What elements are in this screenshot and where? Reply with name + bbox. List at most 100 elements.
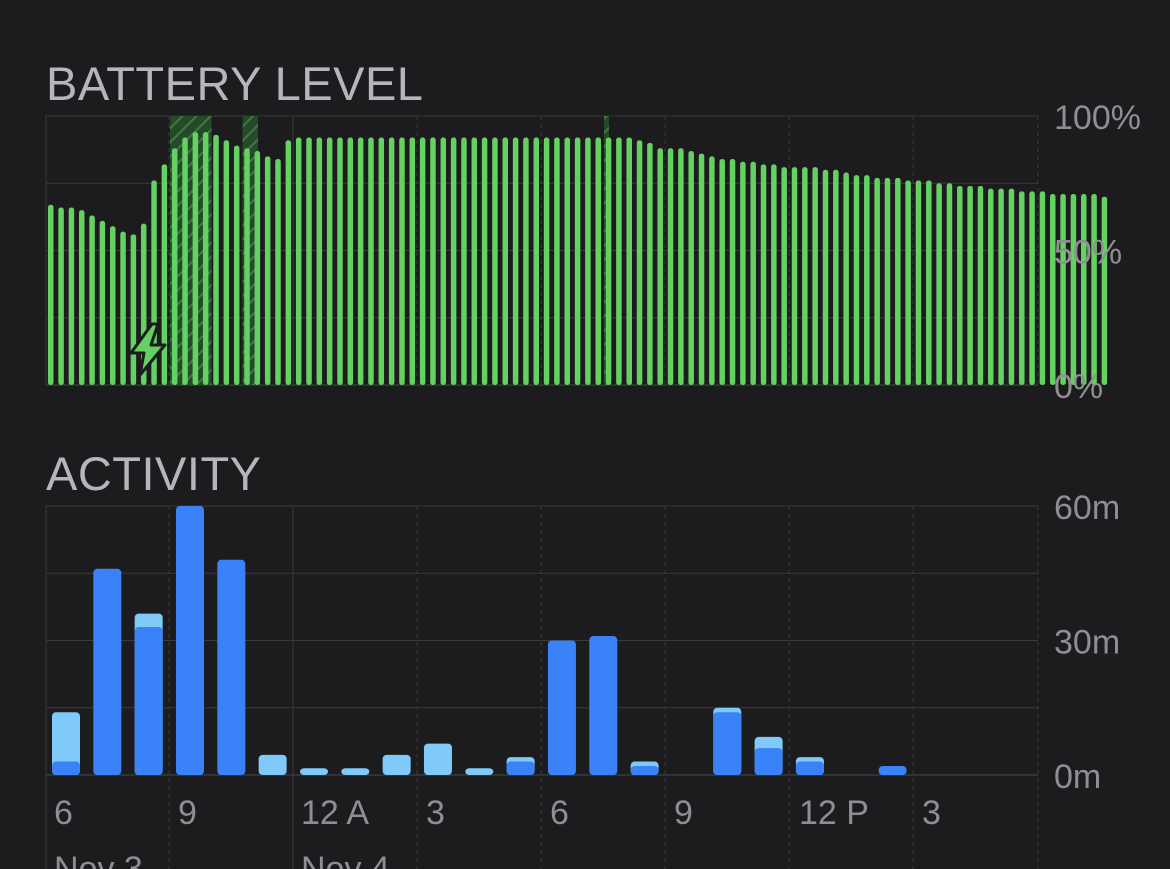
- battery-bar: [977, 185, 984, 385]
- battery-bar: [450, 137, 457, 385]
- activity-grid: [45, 505, 1039, 869]
- battery-bar: [430, 137, 436, 385]
- battery-bar: [719, 159, 725, 385]
- battery-bar: [884, 177, 891, 385]
- x-tick-label: 9: [674, 794, 693, 832]
- battery-bar: [647, 142, 653, 385]
- battery-bar: [822, 169, 829, 385]
- activity-bar-screen-on: [630, 766, 659, 775]
- battery-bar: [378, 137, 385, 385]
- battery-bar: [1101, 196, 1108, 385]
- battery-y-tick-label: 100%: [1054, 99, 1141, 137]
- battery-bar: [533, 137, 540, 385]
- battery-bar: [1050, 194, 1056, 385]
- battery-bar: [89, 215, 95, 385]
- battery-bar: [275, 159, 281, 385]
- battery-bar: [523, 137, 529, 385]
- battery-bar: [68, 207, 75, 385]
- activity-bar-screen-off: [299, 768, 328, 775]
- activity-bar-screen-on: [754, 748, 783, 775]
- battery-bar: [853, 175, 860, 385]
- battery-bar: [440, 137, 447, 385]
- battery-bar: [1008, 188, 1015, 385]
- battery-bar: [1029, 191, 1035, 385]
- activity-bar-screen-off: [465, 768, 494, 775]
- battery-bar: [574, 137, 581, 385]
- battery-bars: [48, 132, 1108, 385]
- activity-bar-screen-on: [175, 506, 204, 775]
- battery-bar: [419, 137, 426, 385]
- battery-bar: [1091, 194, 1097, 385]
- battery-bar: [192, 132, 199, 385]
- x-axis: 6 9 12 A 3 6 9 12 P 3 Nov 3 Nov 4: [54, 794, 941, 869]
- battery-bar: [120, 231, 126, 385]
- battery-bar: [667, 148, 674, 385]
- battery-bar: [709, 156, 715, 385]
- battery-bar: [347, 137, 354, 385]
- battery-y-tick-label: 0%: [1054, 368, 1103, 406]
- battery-bar: [337, 137, 343, 385]
- x-tick-label: 3: [426, 794, 445, 832]
- battery-bar: [99, 220, 106, 385]
- battery-bar: [905, 180, 911, 385]
- activity-y-tick-label: 30m: [1054, 624, 1120, 662]
- bolt-icon[interactable]: [129, 322, 167, 377]
- battery-bar: [791, 167, 798, 385]
- battery-bar: [130, 234, 137, 385]
- battery-bar: [1019, 191, 1025, 385]
- battery-bar: [326, 137, 333, 385]
- battery-bar: [936, 183, 942, 385]
- battery-bar: [295, 137, 302, 385]
- battery-bar: [316, 137, 323, 385]
- x-tick-label: 12 P: [799, 794, 869, 832]
- battery-bar: [605, 137, 612, 385]
- activity-bar-screen-off: [52, 712, 80, 775]
- battery-bar: [998, 188, 1004, 385]
- battery-bar: [285, 140, 292, 385]
- battery-bar: [657, 148, 663, 385]
- battery-bar: [771, 164, 777, 385]
- battery-bar: [946, 183, 953, 385]
- battery-bar: [585, 137, 591, 385]
- battery-bar: [616, 137, 622, 385]
- activity-bar-screen-on: [713, 712, 742, 775]
- battery-bar: [750, 161, 756, 385]
- activity-bar-screen-on: [52, 761, 80, 775]
- battery-bar: [171, 148, 178, 385]
- battery-bar: [368, 137, 374, 385]
- battery-bar: [492, 137, 498, 385]
- battery-bar: [244, 148, 250, 385]
- battery-bar: [481, 137, 488, 385]
- battery-bar: [781, 167, 787, 385]
- battery-bar: [109, 226, 116, 385]
- battery-bar: [957, 185, 963, 385]
- battery-level-title: BATTERY LEVEL: [46, 57, 424, 110]
- battery-bar: [78, 210, 85, 385]
- battery-bar: [843, 172, 849, 385]
- battery-bar: [512, 137, 519, 385]
- battery-bar: [233, 145, 240, 385]
- activity-bar-screen-on: [93, 568, 122, 775]
- activity-bar-screen-on: [134, 627, 163, 775]
- activity-title: ACTIVITY: [46, 447, 262, 500]
- battery-bar: [1039, 191, 1046, 385]
- x-tick-label: 12 A: [301, 794, 369, 832]
- battery-bar: [213, 134, 219, 385]
- battery-bar: [812, 167, 818, 385]
- x-tick-label: 6: [54, 794, 73, 832]
- battery-bar: [202, 132, 209, 385]
- date-label: Nov 3: [54, 850, 143, 869]
- battery-y-tick-label: 50%: [1054, 234, 1122, 272]
- battery-bar: [636, 140, 643, 385]
- battery-bar: [802, 167, 808, 385]
- activity-bar-screen-off: [423, 743, 452, 775]
- battery-bar: [760, 164, 767, 385]
- date-label: Nov 4: [301, 850, 390, 869]
- activity-bar-screen-on: [795, 761, 824, 775]
- battery-bar: [1060, 194, 1066, 385]
- battery-bar: [895, 177, 901, 385]
- battery-bar: [926, 180, 932, 385]
- activity-bar-screen-off: [258, 754, 287, 775]
- battery-bar: [461, 137, 467, 385]
